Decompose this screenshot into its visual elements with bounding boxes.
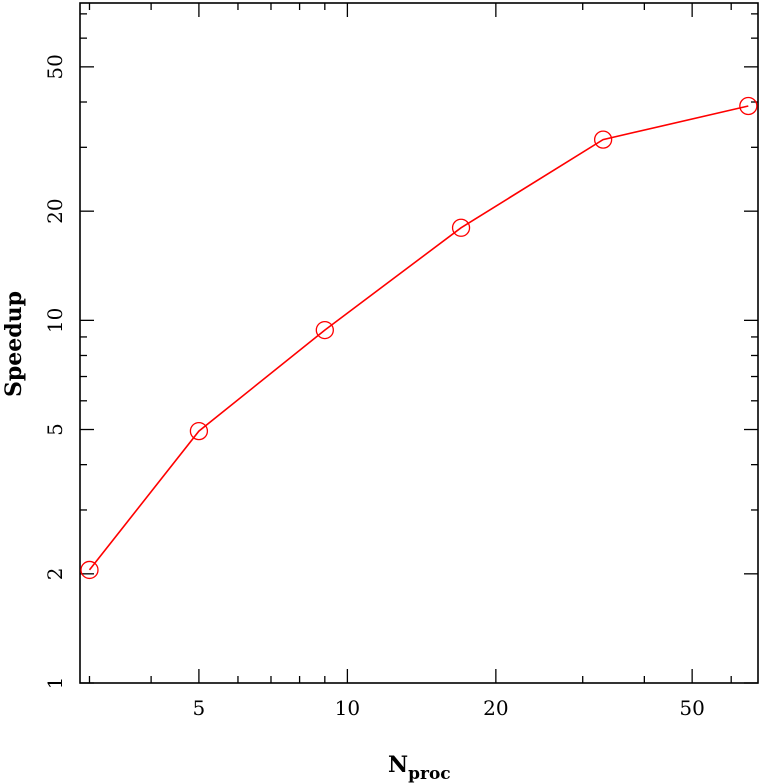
major-ticks bbox=[80, 3, 758, 684]
x-tick-label: 10 bbox=[335, 696, 360, 720]
y-tick-label: 50 bbox=[43, 54, 67, 79]
minor-ticks bbox=[80, 3, 758, 683]
series-layer bbox=[80, 96, 758, 580]
x-tick-labels: 5 10 20 50 bbox=[193, 696, 705, 720]
data-point bbox=[80, 560, 99, 580]
x-axis-label: Nproc bbox=[388, 752, 451, 784]
data-point bbox=[593, 130, 613, 149]
series-line bbox=[88, 105, 749, 571]
data-point bbox=[189, 421, 209, 441]
x-tick-label: 50 bbox=[679, 696, 704, 720]
plot-frame bbox=[79, 2, 759, 684]
x-axis-label-subscript: proc bbox=[408, 764, 451, 784]
data-point bbox=[739, 96, 758, 116]
y-tick-labels: 1 2 5 10 20 50 bbox=[43, 54, 67, 689]
y-tick-label: 1 bbox=[43, 677, 67, 690]
x-axis-label-main: N bbox=[388, 752, 408, 778]
data-point bbox=[451, 218, 471, 237]
y-tick-label: 10 bbox=[43, 308, 67, 333]
data-point bbox=[315, 320, 334, 340]
y-tick-label: 5 bbox=[43, 423, 67, 436]
y-tick-label: 20 bbox=[43, 198, 67, 223]
x-tick-label: 20 bbox=[483, 696, 508, 720]
x-tick-label: 5 bbox=[193, 696, 206, 720]
y-tick-label: 2 bbox=[43, 567, 67, 580]
y-axis-label: Speedup bbox=[1, 291, 27, 397]
